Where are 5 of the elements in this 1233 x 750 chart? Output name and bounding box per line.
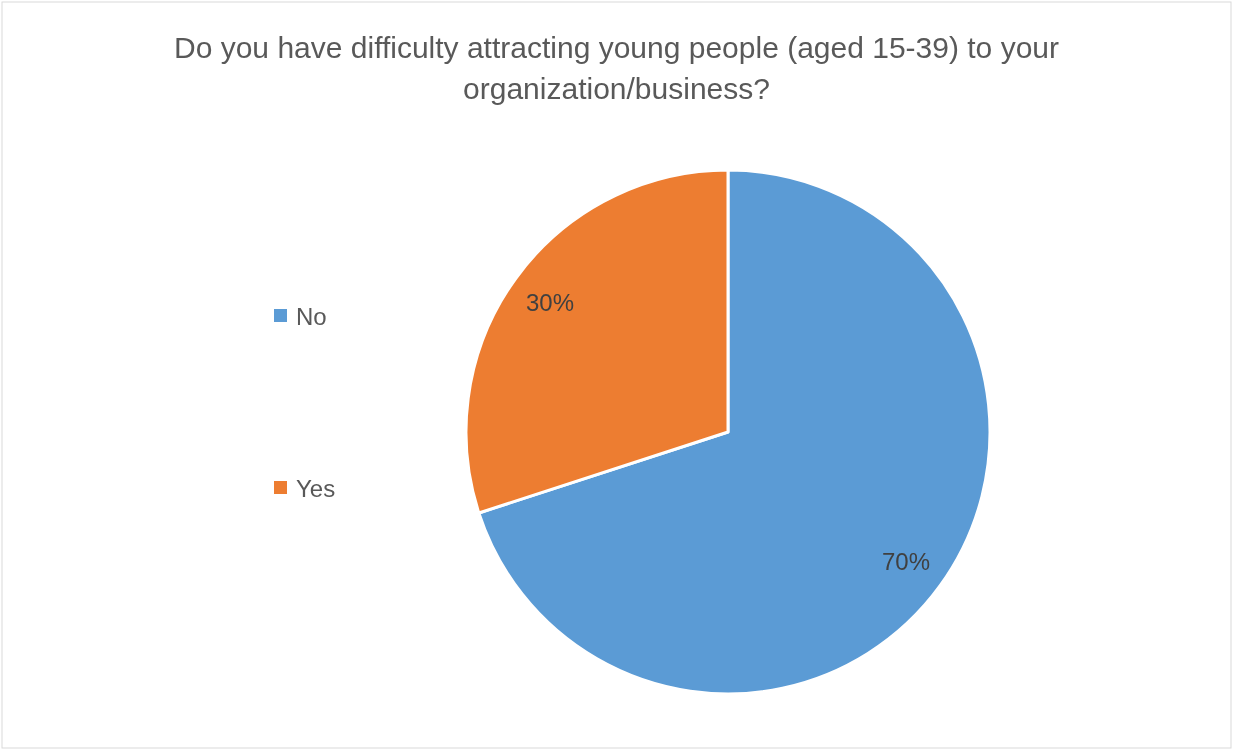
legend-label: No xyxy=(296,302,327,330)
legend-label: Yes xyxy=(296,474,336,502)
data-label: 70% xyxy=(882,547,931,575)
chart-title: Do you have difficulty attracting young people (aged 15-39) to your organization/business? xyxy=(174,31,1060,105)
data-label: 30% xyxy=(525,289,574,317)
